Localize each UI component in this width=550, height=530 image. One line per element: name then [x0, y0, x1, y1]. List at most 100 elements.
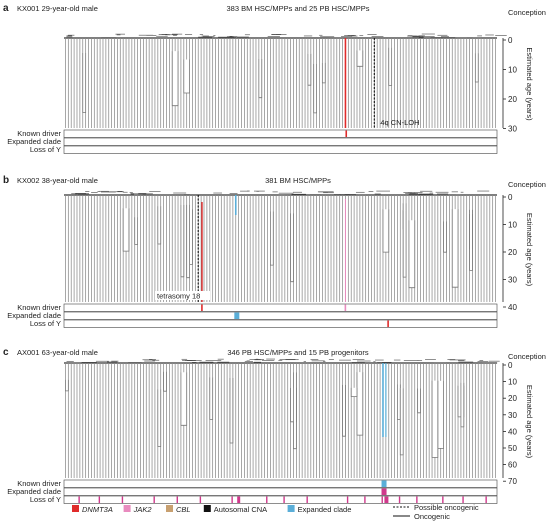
- row-mark: [234, 312, 240, 319]
- panel-letter: b: [3, 175, 9, 186]
- row-label: Expanded clade: [7, 487, 61, 496]
- axis-title: Estimated age (years): [525, 213, 534, 287]
- clade-bracket: [258, 59, 263, 99]
- clade-bracket: [186, 204, 190, 279]
- tick-label: 10: [508, 66, 517, 75]
- cna-annotation: 4q CN-LOH: [380, 118, 419, 127]
- legend-label: DNMT3A: [82, 505, 113, 514]
- clade-bracket: [443, 221, 447, 253]
- donor-label: KX001 29-year-old male: [17, 4, 98, 13]
- clade-bracket: [397, 384, 401, 420]
- donor-label: AX001 63-year-old male: [17, 348, 98, 357]
- clade-bracket: [163, 371, 167, 392]
- legend-line-label: Possible oncogenic: [414, 503, 479, 512]
- clade-bracket: [451, 209, 459, 288]
- phylogenetic-tree: [64, 190, 497, 302]
- tick-label: 60: [508, 461, 517, 470]
- axis-title: Estimated age (years): [525, 385, 534, 459]
- row-mark: [398, 496, 401, 503]
- age-axis: 0 10 20 30 Conception Estimated age (years): [502, 8, 546, 134]
- conception-label: Conception: [508, 8, 546, 17]
- cna-annotation: tetrasomy 18: [157, 292, 200, 301]
- panel-title: 383 BM HSC/MPPs and 25 PB HSC/MPPs: [227, 4, 370, 13]
- panel-title: 346 PB HSC/MPPs and 15 PB progenitors: [227, 348, 369, 357]
- clade-bracket: [270, 211, 274, 266]
- clade-bracket: [157, 206, 162, 245]
- axis-title: Estimated age (years): [525, 47, 534, 121]
- panel-b: b KX002 38-year-old male 381 BM HSC/MPPs te…: [3, 175, 546, 328]
- row-label: Loss of Y: [30, 495, 61, 504]
- clade-bracket: [460, 382, 465, 428]
- clade-bracket: [342, 384, 346, 437]
- clade-bracket: [65, 379, 69, 392]
- clade-bracket: [388, 47, 393, 86]
- conception-label: Conception: [508, 352, 546, 361]
- panel-c: c AX001 63-year-old male 346 PB HSC/MPPs a…: [3, 347, 546, 504]
- panel-letter: a: [3, 3, 9, 14]
- clade-bracket: [122, 208, 130, 252]
- row-label: Known driver: [17, 479, 61, 488]
- row-box: [63, 137, 498, 146]
- row-box: [63, 319, 498, 328]
- row-mark: [153, 496, 155, 503]
- clade-bracket: [171, 51, 179, 107]
- legend-swatch: [166, 505, 173, 512]
- clade-bracket: [321, 62, 326, 84]
- legend-swatch: [72, 505, 79, 512]
- row-label: Expanded clade: [7, 137, 61, 146]
- row-mark: [78, 496, 80, 503]
- donor-label: KX002 38-year-old male: [17, 176, 98, 185]
- tick-label: 0: [508, 361, 513, 370]
- row-mark: [345, 130, 348, 137]
- clade-bracket: [382, 209, 390, 253]
- clade-bracket: [402, 210, 407, 278]
- clade-bracket: [134, 217, 139, 245]
- tick-label: 10: [508, 221, 517, 230]
- conception-label: Conception: [508, 180, 546, 189]
- row-box: [63, 129, 498, 138]
- clade-bracket: [229, 378, 234, 444]
- row-box: [63, 145, 498, 154]
- clade-bracket: [183, 59, 190, 94]
- clade-bracket: [356, 372, 364, 436]
- clade-bracket: [180, 204, 185, 278]
- clade-bracket: [189, 209, 193, 265]
- clade-bracket: [431, 380, 439, 458]
- annotation-halo: [155, 291, 210, 300]
- row-mark: [176, 496, 178, 503]
- row-label: Loss of Y: [30, 145, 61, 154]
- clade-bracket: [437, 380, 444, 449]
- row-label: Known driver: [17, 129, 61, 138]
- row-label: Known driver: [17, 303, 61, 312]
- row-mark: [485, 496, 487, 503]
- row-mark: [98, 496, 101, 503]
- row-box: [63, 303, 498, 312]
- clade-bracket: [399, 388, 404, 456]
- clade-bracket: [180, 372, 188, 426]
- clade-bracket: [469, 213, 473, 271]
- clade-bracket: [290, 213, 294, 283]
- tick-label: 20: [508, 95, 517, 104]
- tick-label: 20: [508, 248, 517, 257]
- row-mark: [387, 320, 389, 327]
- clade-bracket: [307, 53, 312, 86]
- tick-label: 30: [508, 276, 517, 285]
- row-box: [63, 479, 498, 488]
- row-box: [63, 495, 498, 504]
- legend-label: Autosomal CNA: [214, 505, 267, 514]
- row-mark: [381, 480, 387, 487]
- row-mark: [237, 496, 241, 503]
- phylogenetic-tree: [64, 33, 507, 128]
- row-box: [63, 311, 498, 320]
- clade-bracket: [417, 388, 421, 414]
- tick-label: 50: [508, 444, 517, 453]
- row-mark: [201, 304, 203, 311]
- tick-label: 0: [508, 36, 513, 45]
- row-mark: [442, 496, 444, 503]
- row-mark: [364, 496, 366, 503]
- clade-bracket: [313, 63, 317, 114]
- clade-bracket: [157, 389, 162, 447]
- row-box: [63, 487, 498, 496]
